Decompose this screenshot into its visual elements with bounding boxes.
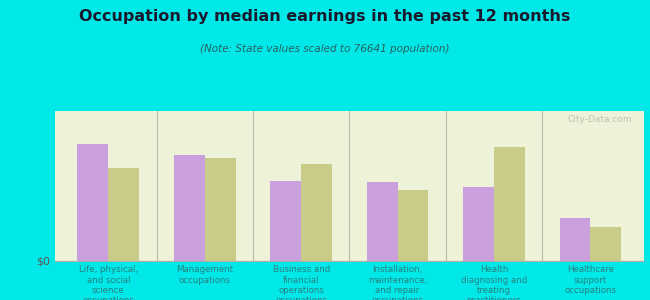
Bar <box>270 181 301 261</box>
Text: City-Data.com: City-Data.com <box>567 116 632 124</box>
Bar <box>77 144 109 261</box>
Text: Occupation by median earnings in the past 12 months: Occupation by median earnings in the pas… <box>79 9 571 24</box>
Bar <box>205 158 235 261</box>
Bar <box>590 227 621 261</box>
Bar <box>367 182 398 261</box>
Bar <box>174 155 205 261</box>
Bar <box>463 187 494 261</box>
Bar <box>398 190 428 261</box>
Bar <box>494 147 525 261</box>
Bar <box>301 164 332 261</box>
Text: (Note: State values scaled to 76641 population): (Note: State values scaled to 76641 popu… <box>200 44 450 53</box>
Bar <box>560 218 590 261</box>
Bar <box>109 168 139 261</box>
